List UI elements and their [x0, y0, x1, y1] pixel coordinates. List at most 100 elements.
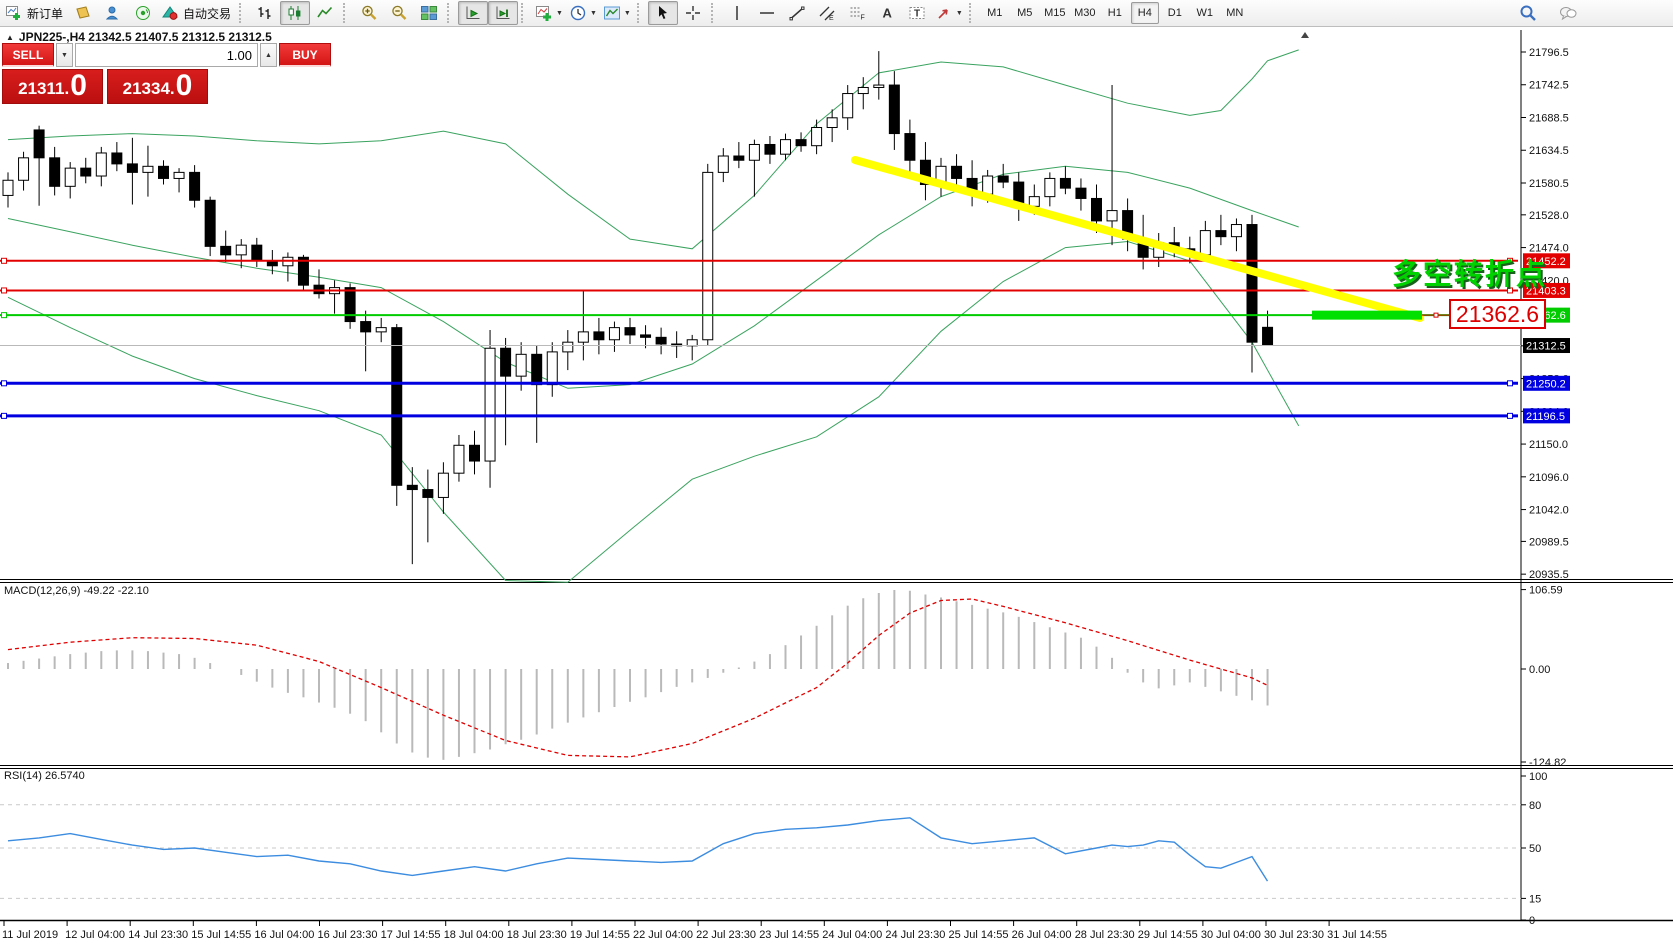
toolbar-button-crosshair[interactable] — [678, 1, 708, 25]
line-handle[interactable] — [1507, 380, 1513, 387]
toolbar-button-indicators[interactable]: ▼ — [532, 1, 566, 25]
line-handle[interactable] — [1, 380, 7, 387]
toolbar-button-webinar[interactable] — [128, 1, 158, 25]
candle-body — [173, 171, 185, 179]
toolbar-button-chat[interactable] — [1553, 1, 1583, 25]
toolbar-button-text-label[interactable]: T — [902, 1, 932, 25]
toolbar-button-templates[interactable]: ▼ — [600, 1, 634, 25]
svg-text:21528.0: 21528.0 — [1529, 210, 1569, 222]
timeframe-button-M5[interactable]: M5 — [1017, 7, 1033, 19]
candle-body — [251, 244, 263, 262]
volume-down-button[interactable]: ▼ — [56, 43, 73, 67]
toolbar-button-line-chart[interactable] — [310, 1, 340, 25]
toolbar-button-label: 自动交易 — [183, 6, 232, 21]
time-axis[interactable]: 11 Jul 2019 12 Jul 04:00 14 Jul 23:30 15 Ju… — [2, 921, 1387, 941]
line-handle[interactable] — [1, 257, 7, 264]
svg-text:24 Jul 04:00: 24 Jul 04:00 — [822, 929, 882, 941]
candle-body — [702, 171, 714, 341]
toolbar-button-autotrade[interactable]: 自动交易 — [158, 1, 236, 25]
candle-body — [857, 86, 869, 95]
candle-body — [220, 245, 232, 256]
toolbar-separator — [636, 3, 645, 23]
volume-input[interactable] — [75, 43, 258, 67]
candle-body — [422, 489, 434, 498]
svg-text:80: 80 — [1529, 800, 1541, 812]
toolbar-button-zoom-in[interactable] — [354, 1, 384, 25]
timeframe-button-D1[interactable]: D1 — [1167, 7, 1182, 19]
price-tag-label[interactable]: 21362.6 — [1449, 299, 1546, 329]
line-chart-icon — [317, 6, 333, 18]
volume-up-button[interactable]: ▲ — [260, 43, 277, 67]
toolbar-button-tile-windows[interactable] — [414, 1, 444, 25]
toolbar-button-chart-shift[interactable] — [488, 1, 519, 25]
toolbar-separator — [239, 3, 247, 23]
timeframe-button-W1[interactable]: W1 — [1196, 7, 1214, 19]
toolbar-button-vertical-line[interactable] — [722, 1, 752, 25]
toolbar-button-bar-chart[interactable] — [250, 1, 280, 25]
timeframe-button-MN[interactable]: MN — [1226, 7, 1244, 19]
timeframe-button-M30[interactable]: M30 — [1074, 7, 1096, 19]
svg-text:21688.5: 21688.5 — [1529, 112, 1569, 124]
line-handle[interactable] — [1, 287, 7, 294]
candle-body — [437, 472, 449, 498]
sell-price-box[interactable]: 21311 . 0 — [2, 69, 103, 104]
dropdown-caret-icon: ▼ — [589, 9, 597, 17]
sell-price: 21311 — [18, 79, 65, 98]
equidistant-channel-icon: E — [819, 6, 835, 22]
horizontal-line-icon — [759, 12, 774, 14]
toolbar-button-search[interactable] — [1513, 1, 1543, 25]
toolbar-button-new-chart-plus[interactable]: 新订单 — [2, 1, 68, 25]
toolbar-button-cursor[interactable] — [647, 1, 678, 25]
timeframe-button-H1[interactable]: H1 — [1107, 7, 1122, 19]
candle-body — [904, 133, 916, 161]
toolbar-button-zoom-out[interactable] — [384, 1, 414, 25]
line-handle[interactable] — [1, 312, 7, 319]
candle-body — [158, 165, 169, 179]
toolbar-button-arrows[interactable]: ▼ — [932, 1, 966, 25]
toolbar-button-periods[interactable]: ▼ — [566, 1, 600, 25]
candle-body — [64, 167, 76, 187]
toolbar-button-candlestick[interactable] — [280, 1, 311, 25]
toolbar-button-person[interactable] — [98, 1, 128, 25]
timeframe-button-M1[interactable]: M1 — [987, 7, 1003, 19]
svg-text:106.59: 106.59 — [1529, 585, 1563, 597]
toolbar-button-horizontal-line[interactable] — [752, 1, 782, 25]
line-handle[interactable] — [1507, 257, 1513, 264]
svg-text:18 Jul 04:00: 18 Jul 04:00 — [444, 929, 504, 941]
buy-button[interactable]: BUY — [279, 43, 331, 67]
buy-price-box[interactable]: 21334 . 0 — [107, 69, 208, 104]
toolbar-button-auto-scroll[interactable] — [458, 1, 489, 25]
candle-body — [1028, 196, 1040, 207]
highlight-bar[interactable] — [1312, 310, 1422, 320]
sell-price-pips: 0 — [70, 69, 87, 102]
candle-body — [1230, 224, 1242, 238]
toolbar-button-equidistant-channel[interactable]: E — [812, 1, 842, 25]
svg-text:0.00: 0.00 — [1529, 664, 1550, 676]
candle-body — [297, 256, 309, 286]
chart-shift-icon — [496, 6, 510, 19]
trendline-object[interactable] — [851, 156, 1424, 322]
zoom-in-icon — [362, 5, 377, 20]
toolbar-button-book[interactable] — [68, 1, 98, 25]
toolbar-button-fibonacci[interactable]: F — [842, 1, 872, 25]
sell-button[interactable]: SELL — [2, 43, 54, 67]
candle-body — [204, 199, 216, 247]
macd-panel: 106.59 0.00 -124.82 — [7, 585, 1566, 769]
candle-body — [531, 353, 543, 386]
timeframe-button-H4[interactable]: H4 — [1130, 2, 1159, 24]
line-handle[interactable] — [1, 412, 7, 419]
chart-note-text[interactable]: 多空转折点 — [1392, 259, 1548, 291]
svg-text:100: 100 — [1529, 771, 1547, 783]
toolbar-button-trendline[interactable] — [782, 1, 812, 25]
candle-body — [515, 353, 527, 377]
rsi-panel: 100 80 50 15 0 — [0, 771, 1547, 927]
timeframe-button-M15[interactable]: M15 — [1044, 7, 1066, 19]
collapse-panel-icon[interactable]: ▲ — [6, 32, 14, 42]
line-handle[interactable] — [1433, 312, 1439, 318]
svg-text:17 Jul 14:55: 17 Jul 14:55 — [381, 929, 441, 941]
line-handle[interactable] — [1507, 287, 1513, 294]
line-handle[interactable] — [1507, 412, 1513, 419]
svg-text:15 Jul 14:55: 15 Jul 14:55 — [191, 929, 251, 941]
toolbar-button-text[interactable]: A — [872, 1, 902, 25]
